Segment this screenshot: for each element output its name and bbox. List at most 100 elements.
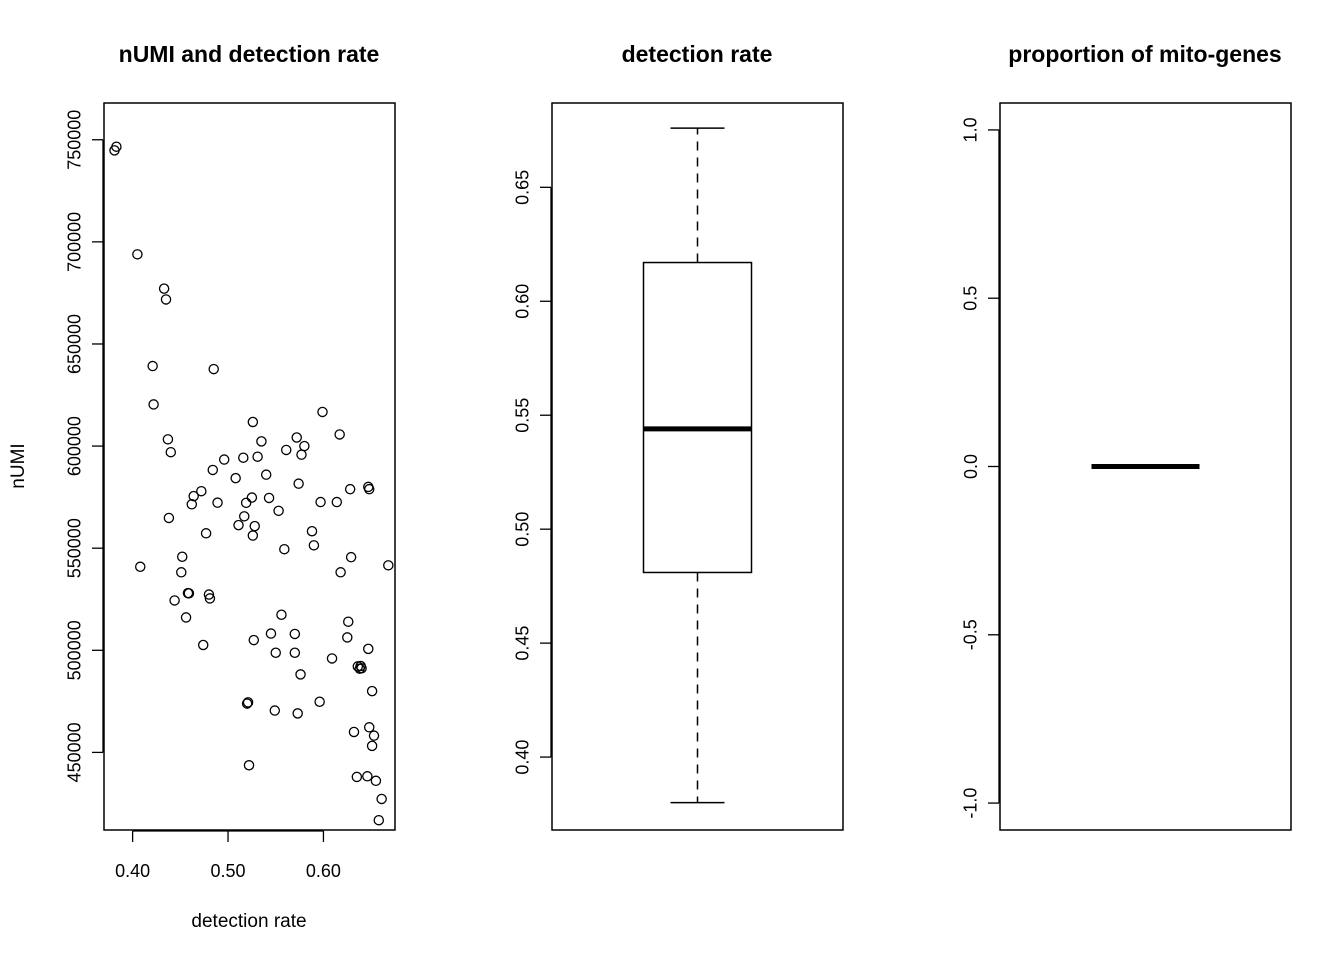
detection-rate-boxplot-panel: detection rate 0.40 0.45 0.50 0.55 0.60 0.65 — [513, 41, 844, 831]
scatter-point — [239, 511, 250, 522]
mito-genes-boxplot-panel: proportion of mito-genes -1.0 -0.5 0.0 0.5 1… — [961, 41, 1292, 831]
scatter-point — [342, 632, 353, 643]
scatter-panel: nUMI and detection rate 0.40 0.50 0.60 450… — [8, 41, 396, 932]
scatter-point — [351, 771, 363, 783]
scatter-point — [249, 520, 260, 532]
scatter-point — [208, 363, 219, 375]
detection-rate-y-tick-label: 0.65 — [513, 170, 533, 205]
mito-genes-boxplot-title: proportion of mito-genes — [1008, 41, 1281, 67]
scatter-point — [240, 497, 252, 509]
scatter-point — [317, 406, 328, 418]
scatter-point — [348, 726, 360, 738]
scatter-point — [200, 528, 212, 539]
scatter-y-tick-label: 550000 — [65, 518, 85, 578]
detection-rate-boxplot-title: detection rate — [622, 41, 773, 67]
scatter-point — [270, 647, 281, 658]
scatter-point — [230, 472, 241, 484]
scatter-point — [289, 628, 301, 640]
detection-rate-y-tick-label: 0.60 — [513, 284, 533, 319]
scatter-point — [315, 496, 326, 508]
scatter-point — [247, 530, 259, 541]
scatter-point — [280, 444, 292, 456]
scatter-point — [247, 416, 259, 428]
scatter-point — [212, 497, 223, 508]
scatter-point — [233, 519, 244, 531]
scatter-point — [373, 814, 385, 826]
scatter-point — [289, 647, 301, 658]
scatter-point — [176, 567, 187, 578]
scatter-point — [248, 634, 260, 646]
scatter-plot-frame — [103, 102, 396, 831]
scatter-point — [291, 432, 302, 443]
scatter-point — [276, 609, 287, 621]
scatter-point — [180, 612, 192, 623]
mito-genes-y-tick-label: -1.0 — [961, 788, 981, 819]
scatter-point — [293, 478, 304, 489]
scatter-point — [362, 771, 373, 782]
scatter-point — [368, 730, 380, 741]
scatter-point — [331, 496, 343, 508]
detection-rate-y-axis: 0.40 0.45 0.50 0.55 0.60 0.65 — [513, 170, 552, 775]
scatter-x-tick-label: 0.60 — [306, 861, 341, 881]
scatter-point — [296, 449, 307, 460]
scatter-y-tick-label: 600000 — [65, 416, 85, 476]
scatter-point — [162, 434, 174, 445]
scatter-point — [163, 512, 175, 524]
scatter-y-tick-label: 750000 — [65, 110, 85, 170]
mito-genes-y-tick-label: 0.5 — [961, 286, 981, 311]
scatter-y-tick-label: 700000 — [65, 212, 85, 272]
detection-rate-y-tick-label: 0.40 — [513, 740, 533, 775]
scatter-point — [111, 141, 122, 152]
scatter-point — [383, 560, 394, 571]
scatter-point — [196, 485, 207, 497]
scatter-x-axis: 0.40 0.50 0.60 — [115, 830, 341, 881]
scatter-point — [243, 760, 255, 771]
detection-rate-plot-frame — [551, 102, 844, 831]
scatter-point — [197, 639, 209, 651]
scatter-point — [356, 663, 367, 674]
scatter-point — [306, 525, 318, 537]
detection-rate-y-tick-label: 0.50 — [513, 512, 533, 547]
scatter-point — [342, 616, 354, 627]
scatter-point — [265, 628, 277, 639]
scatter-point — [160, 294, 172, 305]
scatter-point — [269, 705, 281, 716]
scatter-point — [132, 249, 143, 260]
scatter-y-tick-label: 450000 — [65, 722, 85, 782]
scatter-point — [335, 567, 346, 578]
scatter-y-axis: 450000 500000 550000 600000 650000 700000 7500… — [65, 110, 104, 782]
scatter-point — [344, 483, 356, 495]
scatter-y-tick-label: 650000 — [65, 314, 85, 374]
mito-genes-y-tick-label: -0.5 — [961, 619, 981, 650]
scatter-point — [273, 505, 284, 517]
scatter-point — [186, 499, 198, 510]
detection-rate-y-tick-label: 0.55 — [513, 398, 533, 433]
scatter-point — [326, 653, 338, 664]
scatter-point — [292, 708, 303, 719]
scatter-point — [147, 360, 158, 372]
scatter-point — [295, 669, 306, 680]
scatter-point — [370, 775, 382, 787]
scatter-points — [109, 141, 394, 826]
mito-genes-y-tick-label: 0.0 — [961, 454, 981, 479]
mito-genes-y-tick-label: 1.0 — [961, 117, 981, 142]
scatter-x-axis-label: detection rate — [191, 911, 306, 932]
scatter-point — [218, 454, 230, 465]
scatter-point — [203, 589, 215, 600]
scatter-point — [279, 543, 290, 555]
scatter-point — [252, 451, 263, 462]
scatter-x-tick-label: 0.50 — [211, 861, 246, 881]
scatter-point — [148, 399, 159, 410]
scatter-point — [334, 429, 345, 440]
scatter-point — [363, 722, 375, 733]
scatter-title: nUMI and detection rate — [119, 41, 380, 67]
scatter-point — [366, 685, 378, 697]
scatter-point — [363, 483, 375, 495]
scatter-point — [165, 446, 177, 458]
scatter-point — [176, 551, 188, 563]
detection-rate-y-tick-label: 0.45 — [513, 626, 533, 661]
scatter-point — [299, 440, 310, 452]
scatter-point — [207, 464, 219, 476]
scatter-point — [366, 740, 378, 752]
